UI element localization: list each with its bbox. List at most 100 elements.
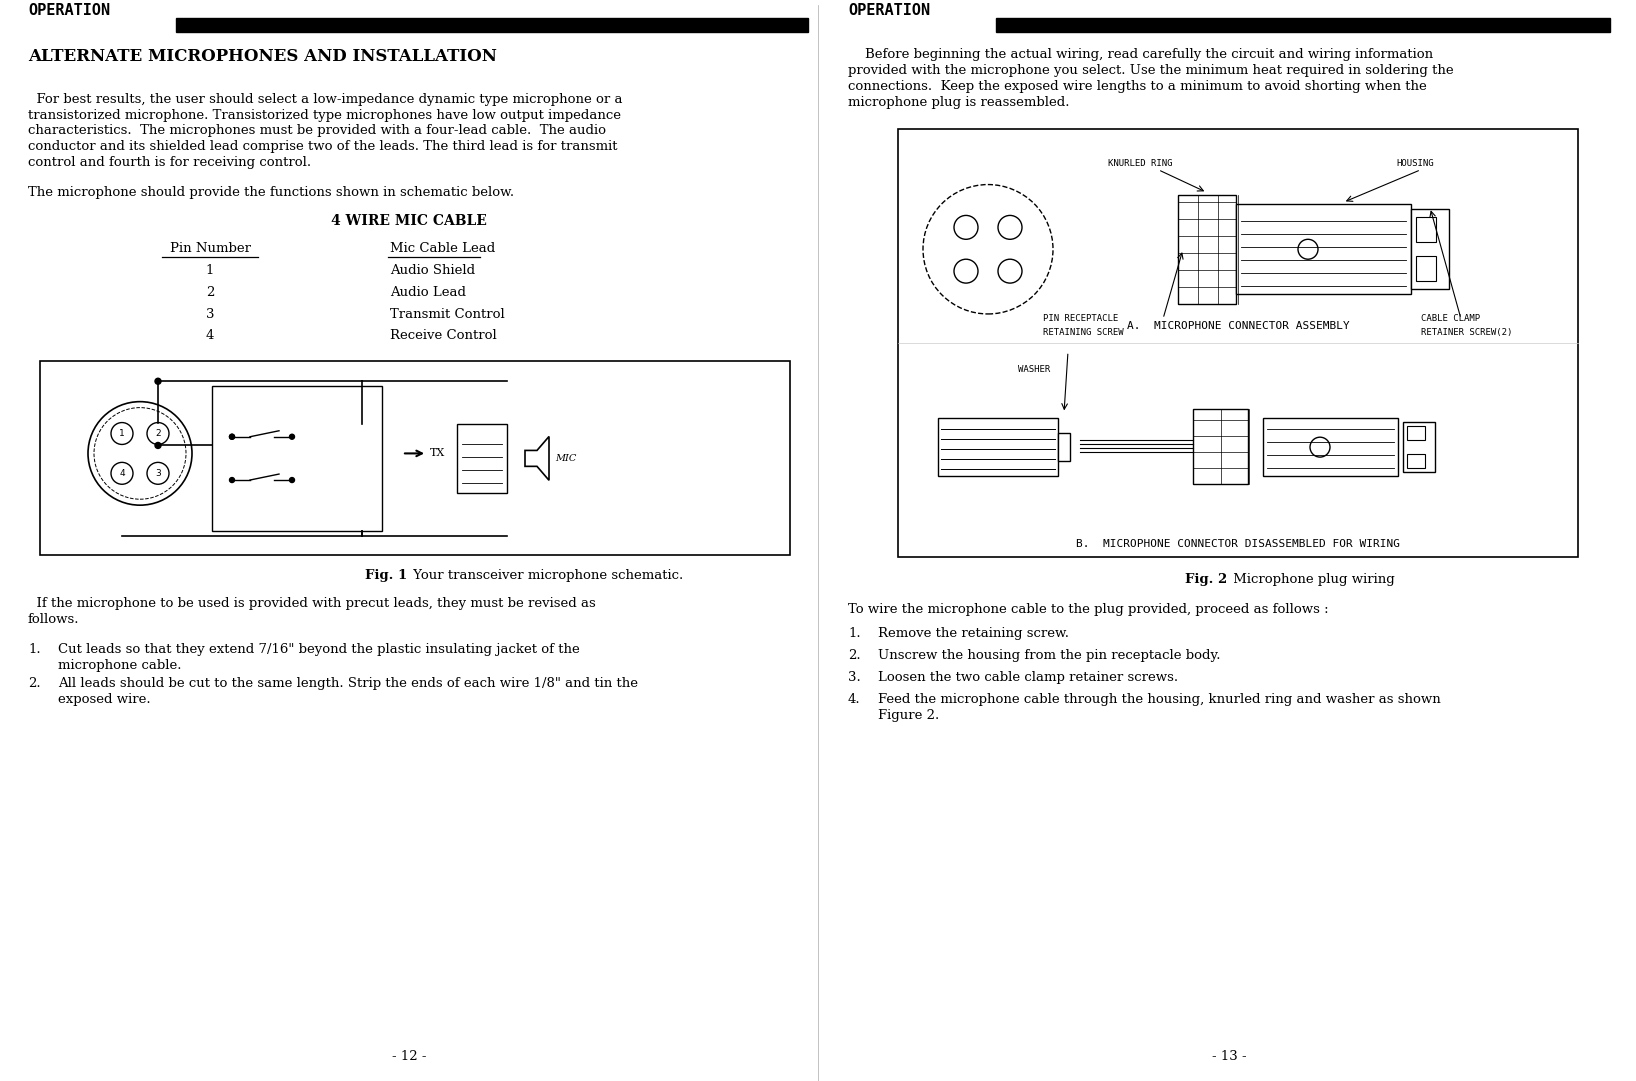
- Text: RETAINING SCREW: RETAINING SCREW: [1044, 328, 1124, 337]
- Text: 4: 4: [206, 330, 214, 343]
- Text: Pin Number: Pin Number: [170, 242, 250, 255]
- Text: Remove the retaining screw.: Remove the retaining screw.: [879, 627, 1068, 640]
- Text: microphone cable.: microphone cable.: [57, 659, 182, 672]
- Bar: [177, 18, 808, 31]
- Text: 2: 2: [206, 285, 214, 298]
- Text: 1: 1: [119, 429, 124, 438]
- Text: For best results, the user should select a low-impedance dynamic type microphone: For best results, the user should select…: [28, 93, 623, 106]
- Text: ALTERNATE MICROPHONES AND INSTALLATION: ALTERNATE MICROPHONES AND INSTALLATION: [28, 48, 497, 65]
- Text: transistorized microphone. Transistorized type microphones have low output imped: transistorized microphone. Transistorize…: [28, 108, 622, 121]
- Text: Loosen the two cable clamp retainer screws.: Loosen the two cable clamp retainer scre…: [879, 671, 1178, 684]
- Circle shape: [229, 435, 234, 439]
- Text: 4 WIRE MIC CABLE: 4 WIRE MIC CABLE: [330, 214, 488, 228]
- Bar: [1178, 195, 1237, 304]
- Bar: [1407, 454, 1425, 468]
- Text: TX: TX: [430, 449, 445, 458]
- Text: 1: 1: [206, 264, 214, 277]
- Circle shape: [923, 185, 1054, 313]
- Text: Feed the microphone cable through the housing, knurled ring and washer as shown: Feed the microphone cable through the ho…: [879, 693, 1441, 706]
- Bar: [1237, 204, 1410, 294]
- Circle shape: [998, 259, 1022, 283]
- Circle shape: [155, 378, 160, 384]
- Text: MIC: MIC: [555, 454, 576, 463]
- Bar: [937, 418, 1058, 476]
- Text: provided with the microphone you select. Use the minimum heat required in solder: provided with the microphone you select.…: [847, 64, 1454, 77]
- Text: Microphone plug wiring: Microphone plug wiring: [1229, 573, 1396, 586]
- Text: To wire the microphone cable to the plug provided, proceed as follows :: To wire the microphone cable to the plug…: [847, 603, 1328, 616]
- Text: RETAINER SCREW(2): RETAINER SCREW(2): [1422, 328, 1512, 337]
- Text: CABLE CLAMP: CABLE CLAMP: [1422, 313, 1481, 323]
- Text: Unscrew the housing from the pin receptacle body.: Unscrew the housing from the pin recepta…: [879, 649, 1220, 662]
- Text: Audio Lead: Audio Lead: [389, 285, 466, 298]
- Bar: [213, 386, 381, 531]
- Text: connections.  Keep the exposed wire lengths to a minimum to avoid shorting when : connections. Keep the exposed wire lengt…: [847, 80, 1427, 93]
- Text: 4: 4: [119, 469, 124, 478]
- Text: Fig. 1: Fig. 1: [365, 570, 407, 583]
- Circle shape: [147, 463, 169, 484]
- Text: - 13 -: - 13 -: [1212, 1050, 1247, 1063]
- Text: The microphone should provide the functions shown in schematic below.: The microphone should provide the functi…: [28, 186, 514, 199]
- Text: Before beginning the actual wiring, read carefully the circuit and wiring inform: Before beginning the actual wiring, read…: [847, 48, 1433, 61]
- Bar: [1193, 410, 1248, 484]
- Text: If the microphone to be used is provided with precut leads, they must be revised: If the microphone to be used is provided…: [28, 597, 596, 611]
- Text: 3: 3: [206, 308, 214, 321]
- Circle shape: [954, 215, 978, 239]
- Bar: [898, 130, 1579, 558]
- Text: HOUSING: HOUSING: [1396, 159, 1433, 168]
- Circle shape: [1297, 239, 1319, 259]
- Text: Transmit Control: Transmit Control: [389, 308, 506, 321]
- Circle shape: [155, 442, 160, 449]
- Circle shape: [111, 463, 133, 484]
- Text: 2.: 2.: [28, 677, 41, 690]
- Polygon shape: [525, 437, 550, 480]
- Text: - 12 -: - 12 -: [391, 1050, 427, 1063]
- Circle shape: [111, 423, 133, 444]
- Text: OPERATION: OPERATION: [28, 3, 110, 18]
- Circle shape: [229, 478, 234, 482]
- Text: 2: 2: [155, 429, 160, 438]
- Text: KNURLED RING: KNURLED RING: [1108, 159, 1173, 168]
- Text: follows.: follows.: [28, 613, 80, 626]
- Bar: [1404, 423, 1435, 472]
- Circle shape: [290, 435, 294, 439]
- Text: All leads should be cut to the same length. Strip the ends of each wire 1/8" and: All leads should be cut to the same leng…: [57, 677, 638, 690]
- Text: exposed wire.: exposed wire.: [57, 693, 151, 706]
- Text: 2.: 2.: [847, 649, 861, 662]
- Circle shape: [998, 215, 1022, 239]
- Circle shape: [290, 478, 294, 482]
- Text: Audio Shield: Audio Shield: [389, 264, 474, 277]
- Text: OPERATION: OPERATION: [847, 3, 931, 18]
- Text: 1.: 1.: [847, 627, 861, 640]
- Text: 3.: 3.: [847, 671, 861, 684]
- Bar: [1417, 217, 1436, 242]
- Text: characteristics.  The microphones must be provided with a four-lead cable.  The : characteristics. The microphones must be…: [28, 124, 605, 137]
- Bar: [1407, 426, 1425, 440]
- Text: Your transceiver microphone schematic.: Your transceiver microphone schematic.: [409, 570, 684, 583]
- Bar: [39, 361, 790, 556]
- Text: Cut leads so that they extend 7/16" beyond the plastic insulating jacket of the: Cut leads so that they extend 7/16" beyo…: [57, 643, 579, 656]
- Circle shape: [1310, 437, 1330, 457]
- Bar: [1263, 418, 1399, 476]
- Bar: [1417, 256, 1436, 281]
- Circle shape: [147, 423, 169, 444]
- Text: 4.: 4.: [847, 693, 861, 706]
- Circle shape: [954, 259, 978, 283]
- Text: microphone plug is reassembled.: microphone plug is reassembled.: [847, 95, 1070, 108]
- Circle shape: [88, 402, 191, 505]
- Bar: [456, 424, 507, 493]
- Bar: [1410, 210, 1449, 289]
- Text: 3: 3: [155, 469, 160, 478]
- Text: Receive Control: Receive Control: [389, 330, 497, 343]
- Text: Fig. 2: Fig. 2: [1184, 573, 1227, 586]
- Bar: [1058, 433, 1070, 462]
- Text: 1.: 1.: [28, 643, 41, 656]
- Text: Figure 2.: Figure 2.: [879, 709, 939, 722]
- Text: A.  MICROPHONE CONNECTOR ASSEMBLY: A. MICROPHONE CONNECTOR ASSEMBLY: [1127, 321, 1350, 332]
- Bar: [996, 18, 1610, 31]
- Text: conductor and its shielded lead comprise two of the leads. The third lead is for: conductor and its shielded lead comprise…: [28, 141, 617, 154]
- Circle shape: [93, 408, 187, 499]
- Text: Mic Cable Lead: Mic Cable Lead: [389, 242, 496, 255]
- Text: B.  MICROPHONE CONNECTOR DISASSEMBLED FOR WIRING: B. MICROPHONE CONNECTOR DISASSEMBLED FOR…: [1076, 539, 1400, 549]
- Text: control and fourth is for receiving control.: control and fourth is for receiving cont…: [28, 157, 311, 170]
- Circle shape: [229, 435, 234, 439]
